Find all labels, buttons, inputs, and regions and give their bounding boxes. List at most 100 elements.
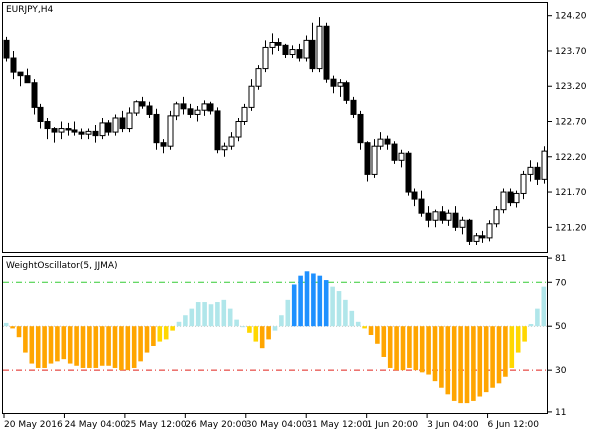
price-tick-label: 124.20	[555, 12, 587, 22]
candle-bull	[235, 121, 242, 138]
candle-bear	[357, 113, 364, 144]
indicator-bar	[29, 326, 35, 364]
indicator-bar	[157, 326, 163, 342]
time-tick-label: 25 May 12:00	[125, 420, 187, 430]
candle-bear	[364, 142, 371, 175]
candle-bear	[105, 122, 112, 133]
candle-bear	[466, 219, 473, 242]
candle-bull	[377, 138, 384, 147]
candle-bear	[78, 131, 85, 135]
indicator-bar	[3, 322, 9, 327]
candle-bull	[201, 103, 208, 111]
indicator-bar	[291, 284, 297, 327]
candle-bull	[58, 128, 65, 133]
indicator-bar	[202, 302, 207, 327]
candle-bear	[384, 138, 391, 145]
candle-bear	[153, 113, 160, 144]
indicator-bar	[23, 326, 28, 353]
indicator-bar	[503, 326, 508, 377]
indicator-bar	[387, 326, 393, 368]
candle-bear	[65, 128, 72, 131]
candle-bear	[146, 105, 153, 115]
candle-bull	[337, 82, 344, 87]
candle-bear	[37, 106, 44, 123]
candle-bear	[160, 142, 167, 147]
indicator-tick-label: 11	[555, 408, 566, 418]
candle-bull	[513, 192, 520, 204]
candle-bear	[452, 212, 459, 228]
price-tick-label: 122.20	[555, 153, 587, 163]
candle-bear	[411, 191, 418, 200]
indicator-bar	[119, 326, 124, 371]
candle-bear	[187, 108, 194, 115]
candle-bull	[126, 112, 133, 130]
indicator-bar	[381, 326, 387, 357]
indicator-bar	[61, 326, 67, 360]
indicator-bar	[215, 302, 220, 327]
indicator-bar	[208, 304, 214, 327]
indicator-bar	[432, 326, 438, 382]
candle-bear	[439, 211, 446, 221]
candle-bull	[269, 42, 276, 48]
indicator-bar	[535, 308, 540, 327]
candle-bull	[112, 117, 119, 133]
indicator-bar	[144, 326, 150, 353]
candle-bear	[3, 39, 10, 59]
candle-bull	[316, 25, 323, 70]
indicator-bar	[477, 326, 483, 397]
candle-bull	[473, 235, 480, 242]
indicator-bar	[343, 299, 348, 327]
candle-bull	[194, 109, 201, 115]
indicator-bar	[266, 326, 271, 340]
candle-bear	[350, 99, 357, 115]
indicator-bar	[272, 326, 278, 331]
time-tick-label: 24 May 04:00	[64, 420, 126, 430]
candle-bear	[180, 103, 187, 110]
price-candles	[3, 17, 548, 245]
time-tick-label: 6 Jun 12:00	[488, 420, 540, 430]
candle-bull	[500, 191, 507, 211]
indicator-bar	[355, 321, 361, 327]
candle-bear	[92, 130, 99, 137]
time-tick-label: 1 Jun 20:00	[367, 420, 419, 430]
indicator-frame	[2, 256, 548, 414]
price-tick-label: 123.20	[555, 82, 587, 92]
indicator-bar	[541, 286, 547, 327]
time-tick-label: 30 May 04:00	[246, 420, 308, 430]
candle-bear	[507, 191, 514, 204]
indicator-bar	[35, 326, 41, 368]
candle-bull	[262, 46, 269, 70]
indicator-bar	[195, 302, 201, 327]
price-tick-label: 121.20	[555, 223, 587, 233]
indicator-window[interactable]: 81 70 50 30 11 WeightOscillator(5, JJMA)	[2, 254, 567, 418]
indicator-bar	[349, 310, 355, 327]
indicator-bar	[93, 326, 99, 368]
indicator-bar	[509, 326, 515, 368]
indicator-bar	[522, 326, 527, 342]
indicator-bar	[106, 326, 111, 366]
indicator-bar	[80, 326, 86, 368]
indicator-bar	[368, 326, 374, 335]
candle-bear	[405, 152, 412, 193]
candle-bull	[228, 136, 235, 147]
candle-bull	[289, 49, 296, 55]
candle-bull	[527, 166, 534, 175]
indicator-bar	[48, 326, 54, 364]
price-chart-window[interactable]: 124.20 123.70 123.20 122.70 122.20 121.70 121.…	[2, 2, 587, 253]
candle-bear	[139, 101, 146, 107]
candle-bull	[99, 122, 106, 137]
indicator-bar	[445, 326, 451, 395]
candle-bear	[24, 75, 31, 84]
indicator-bar	[439, 326, 444, 388]
candle-bear	[275, 42, 282, 46]
indicator-bar	[362, 326, 367, 329]
indicator-bar	[16, 326, 22, 338]
candle-bear	[31, 82, 38, 108]
price-axis: 124.20 123.70 123.20 122.70 122.20 121.70 121.…	[548, 12, 587, 233]
indicator-bar	[247, 326, 252, 333]
indicator-bar	[131, 326, 137, 368]
candle-bear	[330, 78, 337, 87]
